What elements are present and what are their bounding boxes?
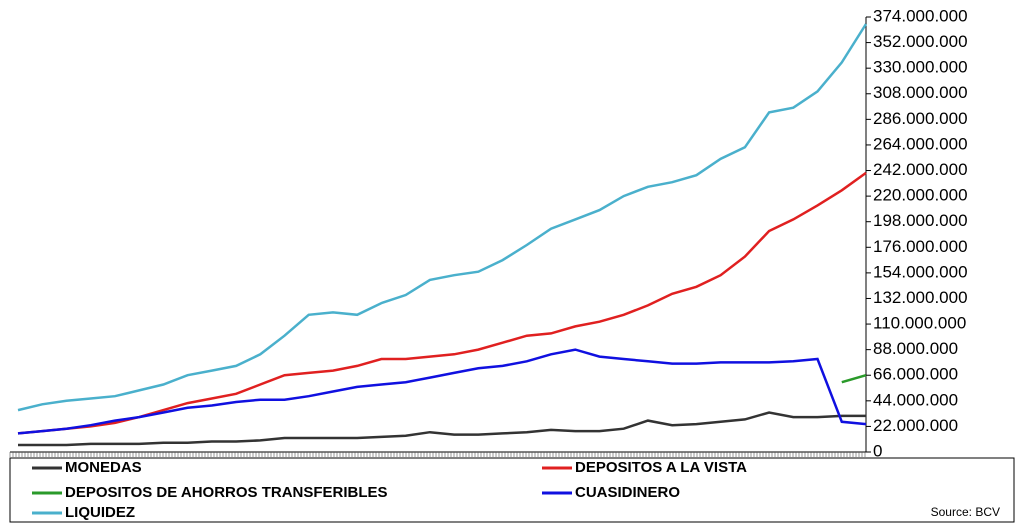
legend-label: DEPOSITOS DE AHORROS TRANSFERIBLES <box>65 484 388 501</box>
y-tick-label: 176.000.000 <box>873 237 968 256</box>
y-tick-label: 308.000.000 <box>873 83 968 102</box>
y-tick-label: 22.000.000 <box>873 416 958 435</box>
y-tick-label: 286.000.000 <box>873 109 968 128</box>
y-tick-label: 44.000.000 <box>873 390 958 409</box>
series-line <box>18 411 866 447</box>
legend-label: LIQUIDEZ <box>65 504 135 521</box>
legend-label: CUASIDINERO <box>575 484 680 501</box>
y-tick-label: 66.000.000 <box>873 365 958 384</box>
y-tick-label: 0 <box>873 441 882 460</box>
y-tick-label: 330.000.000 <box>873 58 968 77</box>
legend-label: DEPOSITOS A LA VISTA <box>575 459 747 476</box>
source: Source: BCV <box>931 505 1000 519</box>
y-tick-label: 220.000.000 <box>873 186 968 205</box>
y-tick-label: 88.000.000 <box>873 339 958 358</box>
y-tick-label: 374.000.000 <box>873 6 968 25</box>
y-tick-label: 352.000.000 <box>873 32 968 51</box>
y-tick-label: 264.000.000 <box>873 134 968 153</box>
series-line <box>17 171 867 435</box>
y-tick-label: 198.000.000 <box>873 211 968 230</box>
series-line <box>17 23 868 412</box>
y-tick-label: 110.000.000 <box>873 314 966 333</box>
y-tick-label: 242.000.000 <box>873 160 968 179</box>
legend-box <box>9 457 1015 523</box>
series-line <box>17 348 867 435</box>
y-tick-label: 154.000.000 <box>873 262 968 281</box>
series-line <box>841 373 867 384</box>
legend-label: MONEDAS <box>65 459 142 476</box>
y-tick-label: 132.000.000 <box>873 288 968 307</box>
